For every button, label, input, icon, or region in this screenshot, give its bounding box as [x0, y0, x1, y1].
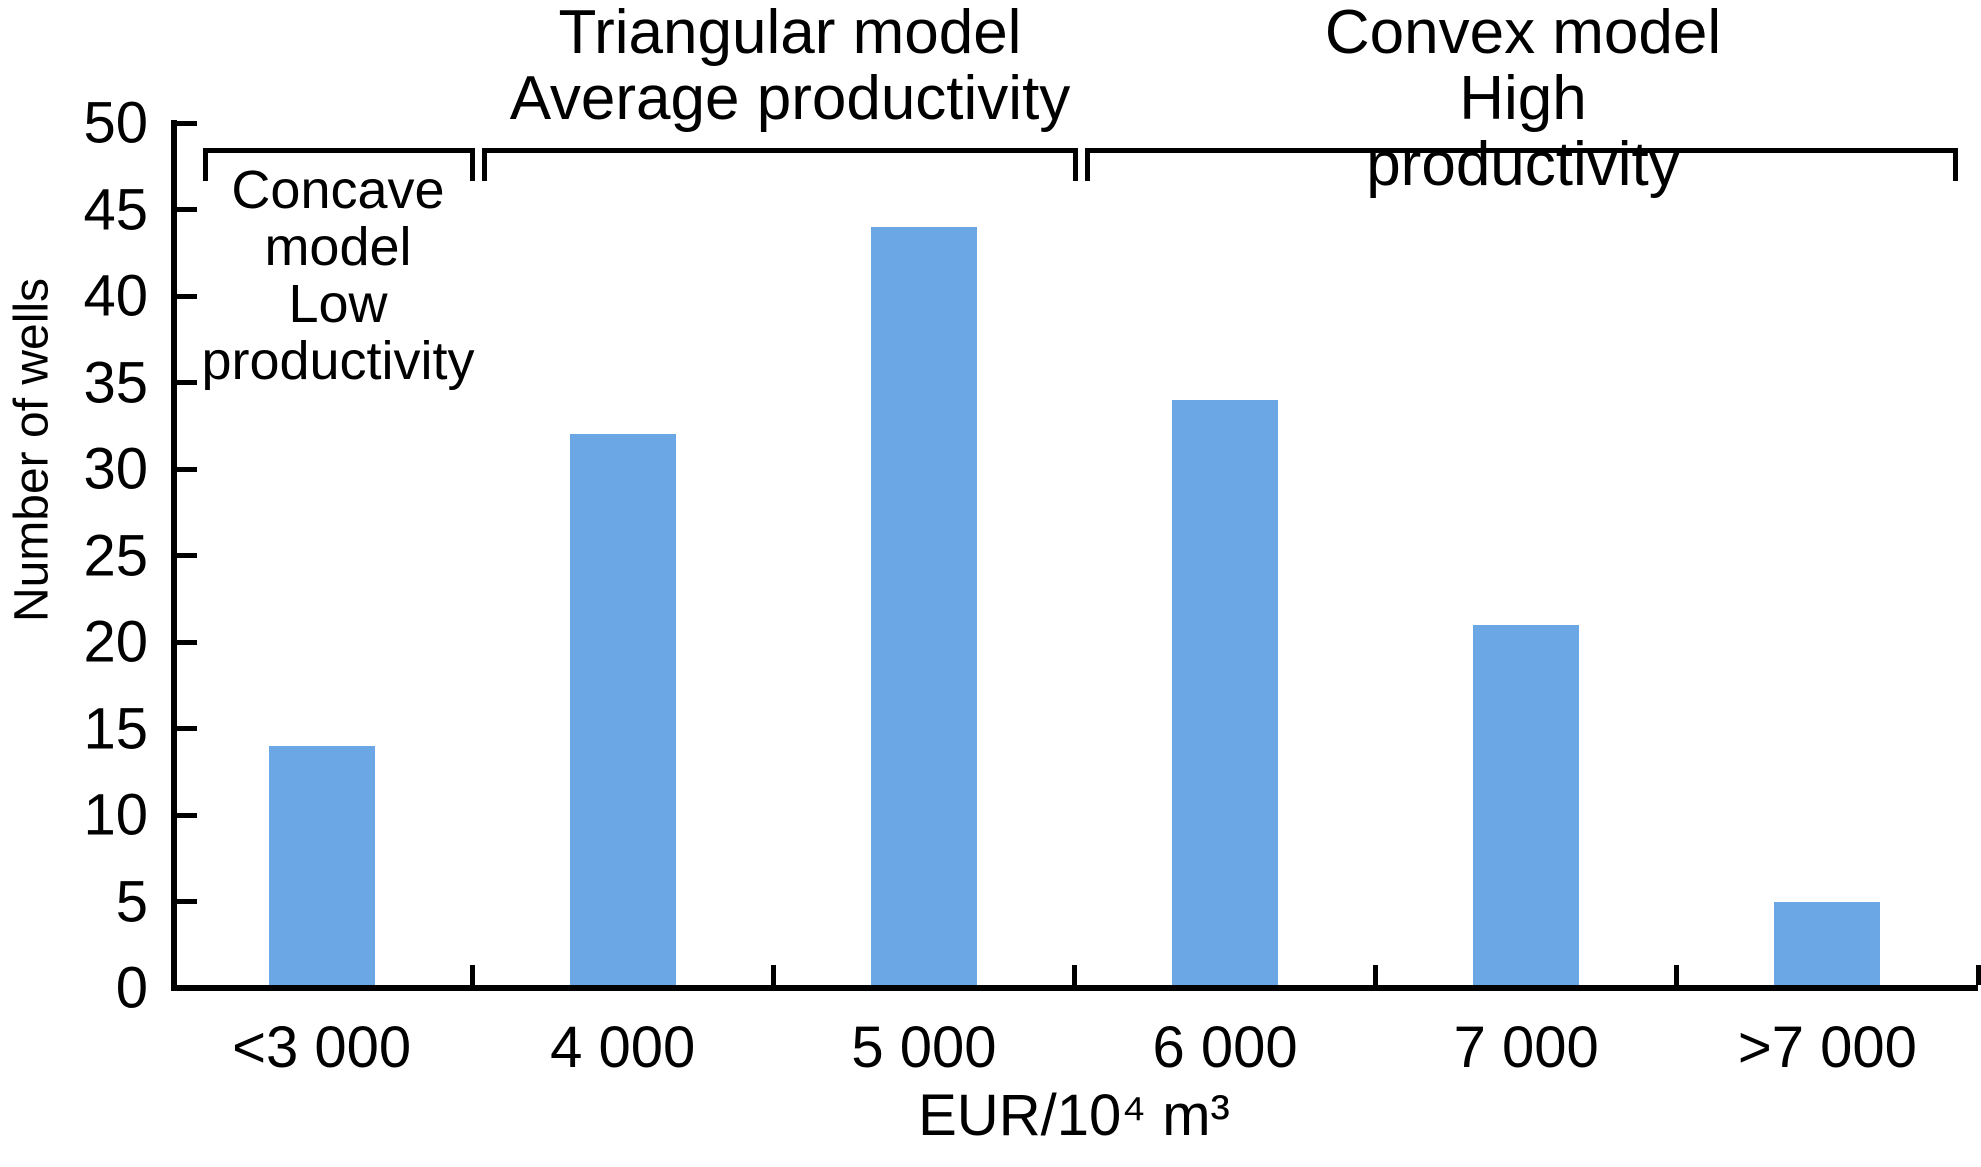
- x-axis-tick: [1674, 965, 1680, 985]
- y-axis-tick: [177, 293, 197, 299]
- y-axis-line: [171, 120, 177, 991]
- y-tick-label: 25: [83, 523, 148, 588]
- group-bracket-line: [1084, 148, 1958, 153]
- y-tick-label: 20: [83, 609, 148, 675]
- y-axis-tick: [177, 639, 197, 645]
- group-bracket-line: [203, 148, 476, 153]
- y-axis-tick: [177, 207, 197, 212]
- y-axis-tick: [177, 380, 197, 385]
- group-bracket-end: [470, 148, 476, 181]
- y-axis-tick: [177, 899, 197, 904]
- group-bracket-end: [203, 148, 208, 181]
- x-axis-title: EUR/10⁴ m³: [918, 1083, 1230, 1148]
- y-axis-tick: [177, 985, 197, 991]
- bar: [569, 434, 676, 988]
- y-tick-label: 10: [83, 782, 148, 848]
- bar: [1774, 901, 1881, 988]
- y-axis-tick: [177, 466, 197, 472]
- y-axis-tick: [177, 812, 197, 818]
- y-tick-label: 15: [83, 696, 148, 761]
- y-tick-label: 45: [83, 177, 148, 242]
- group-label-convex-model: Convex model High productivity: [1324, 0, 1722, 199]
- x-tick-label: >7 000: [1737, 1015, 1917, 1080]
- bar: [1473, 624, 1580, 988]
- group-bracket-end: [482, 148, 488, 181]
- y-tick-label: 50: [83, 90, 148, 156]
- x-axis-line: [171, 985, 1978, 991]
- bar: [870, 226, 977, 988]
- y-axis-tick: [177, 553, 197, 558]
- y-axis-tick: [177, 726, 197, 731]
- y-tick-label: 5: [115, 869, 148, 934]
- x-axis-tick: [1072, 965, 1077, 985]
- y-tick-label: 0: [115, 955, 148, 1021]
- x-axis-tick: [1975, 965, 1981, 985]
- group-label-triangular-model: Triangular model Average productivity: [509, 0, 1071, 133]
- x-tick-label: 7 000: [1453, 1015, 1599, 1080]
- y-tick-label: 30: [83, 436, 148, 502]
- x-tick-label: <3 000: [232, 1015, 412, 1080]
- x-axis-tick: [469, 965, 475, 985]
- y-axis-tick: [177, 120, 197, 126]
- x-tick-label: 4 000: [550, 1015, 696, 1080]
- x-tick-label: 6 000: [1152, 1015, 1298, 1080]
- bar: [1172, 399, 1279, 988]
- x-tick-label: 5 000: [851, 1015, 997, 1080]
- group-bracket-end: [1953, 148, 1958, 181]
- y-tick-label: 40: [83, 263, 148, 329]
- x-axis-tick: [1373, 965, 1379, 985]
- y-tick-label: 35: [83, 350, 148, 415]
- group-label-concave-model: Concave model Low productivity: [201, 160, 475, 391]
- bar: [268, 745, 375, 988]
- group-bracket-end: [1072, 148, 1078, 181]
- group-bracket-end: [1084, 148, 1090, 181]
- group-bracket-line: [482, 148, 1078, 153]
- x-axis-tick: [770, 965, 776, 985]
